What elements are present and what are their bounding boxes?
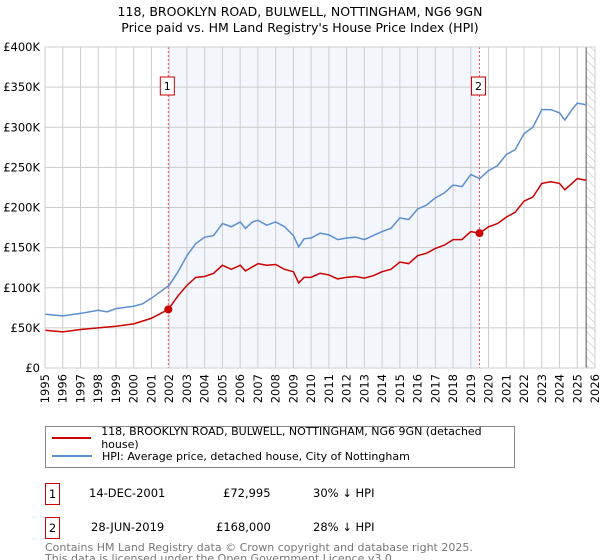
x-tick-label: 2018 — [446, 374, 460, 403]
sale-label: 1 — [164, 80, 171, 93]
x-tick-label: 2014 — [375, 374, 389, 403]
x-tick-label: 2016 — [411, 374, 425, 403]
x-tick-label: 2004 — [198, 374, 212, 403]
sale-hpi-diff: 28% ↓ HPI — [313, 520, 375, 534]
sale-label: 2 — [475, 80, 482, 93]
sale-point — [475, 229, 484, 238]
y-tick-label: £400K — [3, 40, 40, 54]
x-tick-label: 2012 — [340, 374, 354, 403]
sale-date: 28-JUN-2019 — [91, 520, 165, 534]
y-tick-label: £350K — [3, 80, 40, 94]
series-line — [44, 102, 587, 317]
x-tick-label: 2009 — [286, 374, 300, 403]
x-tick-label: 2023 — [535, 374, 549, 403]
footer-copyright: Contains HM Land Registry data © Crown c… — [45, 541, 473, 554]
legend: 118, BROOKLYN ROAD, BULWELL, NOTTINGHAM,… — [45, 425, 515, 468]
x-tick-label: 2001 — [144, 374, 158, 403]
y-tick-label: £50K — [11, 321, 41, 335]
y-tick-label: £250K — [3, 160, 40, 174]
x-tick-label: 1998 — [91, 374, 105, 403]
x-tick-label: 2010 — [304, 374, 318, 403]
x-tick-label: 2005 — [215, 374, 229, 403]
x-tick-label: 2006 — [233, 374, 247, 403]
sale-label-box — [159, 76, 175, 96]
x-tick-label: 1999 — [109, 374, 123, 403]
plot-border — [44, 46, 596, 369]
y-tick-label: £150K — [3, 241, 40, 255]
sale-price: £72,995 — [223, 486, 271, 500]
x-tick-label: 2025 — [570, 374, 584, 403]
x-tick-label: 2019 — [464, 374, 478, 403]
x-tick-label: 2000 — [127, 374, 141, 403]
x-tick-label: 2002 — [162, 374, 176, 403]
x-tick-label: 1995 — [38, 374, 52, 403]
sale-marker-badge: 1 — [45, 483, 60, 505]
x-tick-label: 2022 — [517, 374, 531, 403]
x-tick-label: 2003 — [180, 374, 194, 403]
x-tick-label: 2020 — [482, 374, 496, 403]
y-tick-label: £200K — [3, 201, 40, 215]
legend-swatch-red — [52, 437, 92, 439]
sale-price: £168,000 — [216, 520, 271, 534]
sale-point — [164, 305, 173, 314]
y-tick-label: £300K — [3, 120, 40, 134]
legend-label: 118, BROOKLYN ROAD, BULWELL, NOTTINGHAM,… — [101, 425, 482, 451]
legend-label: HPI: Average price, detached house, City… — [102, 449, 410, 463]
x-tick-label: 2011 — [322, 374, 336, 403]
x-tick-label: 2015 — [393, 374, 407, 403]
x-tick-label: 1997 — [73, 374, 87, 403]
legend-swatch-blue — [52, 455, 92, 457]
x-tick-label: 2008 — [269, 374, 283, 403]
x-tick-label: 2021 — [499, 374, 513, 403]
series-line — [44, 177, 587, 333]
x-tick-label: 2026 — [588, 374, 600, 403]
x-tick-label: 2013 — [357, 374, 371, 403]
sale-date: 14-DEC-2001 — [89, 486, 166, 500]
x-tick-label: 2007 — [251, 374, 265, 403]
x-tick-label: 2024 — [553, 374, 567, 403]
y-tick-label: £100K — [3, 281, 40, 295]
x-tick-label: 2017 — [428, 374, 442, 403]
chart-title: 118, BROOKLYN ROAD, BULWELL, NOTTINGHAM,… — [117, 4, 483, 19]
footer-licence: This data is licensed under the Open Gov… — [45, 552, 396, 560]
x-tick-label: 1996 — [56, 374, 70, 403]
sale-label-box — [471, 76, 486, 96]
sale-marker-badge: 2 — [45, 517, 60, 539]
y-tick-label: £0 — [25, 361, 40, 375]
sale-hpi-diff: 30% ↓ HPI — [313, 486, 375, 500]
price-chart: 1995 1996 1997 1998 1999 2000 2001 2002 2003 2004… — [3, 40, 600, 403]
legend-item-property: 118, BROOKLYN ROAD, BULWELL, NOTTINGHAM,… — [52, 425, 514, 451]
legend-item-hpi: HPI: Average price, detached house, City… — [52, 447, 410, 465]
chart-subtitle: Price paid vs. HM Land Registry's House … — [121, 20, 479, 35]
